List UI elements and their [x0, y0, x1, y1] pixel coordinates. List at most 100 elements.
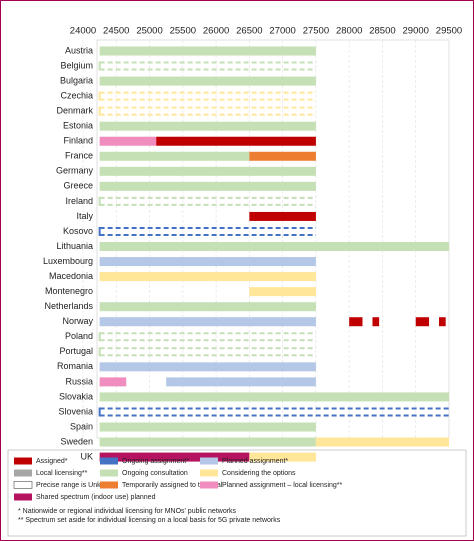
range-bar	[156, 136, 316, 146]
range-bar	[99, 452, 250, 462]
country-label: Estonia	[63, 121, 93, 131]
legend-frame	[7, 449, 467, 537]
range-bar	[99, 422, 316, 432]
unknown-range	[98, 226, 316, 236]
unknown-range-part	[98, 332, 101, 342]
country-label: Ireland	[65, 196, 93, 206]
unknown-range-part	[98, 106, 101, 116]
unknown-range-part	[98, 347, 101, 357]
range-bar	[99, 121, 316, 131]
unknown-range	[98, 332, 316, 342]
country-label: Belgium	[60, 60, 93, 70]
range-bar	[439, 317, 446, 327]
range-bar	[166, 377, 316, 387]
country-label: Montenegro	[45, 286, 93, 296]
range-bar	[99, 302, 316, 312]
legend-label: Shared spectrum (indoor use) planned	[36, 494, 156, 501]
range-bar	[99, 362, 316, 372]
range-bar	[315, 437, 449, 447]
legend-label: Considering the options	[222, 470, 296, 477]
x-tick-label: 24500	[103, 26, 129, 37]
unknown-range-part	[98, 91, 101, 101]
range-bar	[99, 437, 316, 447]
footnote: ** Spectrum set aside for individual lic…	[18, 517, 281, 524]
country-label: Italy	[76, 211, 93, 221]
unknown-range	[98, 407, 449, 417]
unknown-range-part	[98, 407, 101, 417]
country-label: Slovenia	[58, 406, 93, 416]
range-bar	[99, 242, 450, 252]
x-tick-label: 24000	[70, 26, 96, 37]
country-label: Germany	[56, 166, 94, 176]
legend-swatch	[14, 493, 32, 501]
country-label: Romania	[57, 361, 93, 371]
country-label: Lithuania	[56, 241, 93, 251]
unknown-range	[98, 61, 316, 71]
country-label: Greece	[63, 181, 93, 191]
range-bar	[99, 181, 316, 191]
legend-label: Planned assignment – local licensing**	[222, 482, 343, 489]
country-label: Russia	[65, 376, 93, 386]
legend-swatch	[200, 481, 218, 489]
x-tick-label: 26000	[203, 26, 229, 37]
country-label: Czechia	[60, 90, 93, 100]
legend-swatch	[14, 457, 32, 465]
x-tick-label: 25500	[170, 26, 196, 37]
range-bar	[99, 46, 316, 56]
country-label: Spain	[70, 421, 93, 431]
x-tick-label: 28500	[369, 26, 395, 37]
legend-label: Local licensing**	[36, 470, 88, 477]
range-bar	[249, 211, 316, 221]
legend-swatch	[100, 469, 118, 477]
x-tick-label: 29000	[403, 26, 429, 37]
legend-swatch	[200, 457, 218, 465]
range-bar	[99, 317, 316, 327]
range-bar	[415, 317, 430, 327]
range-bar	[99, 392, 450, 402]
legend-label: Precise range is Unknown	[36, 482, 117, 489]
country-label: Bulgaria	[60, 75, 93, 85]
legend-swatch	[100, 457, 118, 465]
unknown-range-part	[98, 61, 101, 71]
range-bar	[99, 377, 127, 387]
range-bar	[99, 76, 316, 86]
country-label: Sweden	[60, 436, 93, 446]
country-label: Denmark	[56, 106, 93, 116]
legend-label: Ongoing assignment*	[122, 458, 189, 465]
legend-swatch	[200, 469, 218, 477]
country-label: Poland	[65, 331, 93, 341]
legend-label: Temporarily assigned to test/trial	[122, 482, 223, 489]
country-label: UK	[80, 451, 93, 461]
country-label: Kosovo	[63, 226, 93, 236]
x-tick-label: 29500	[436, 26, 462, 37]
x-tick-label: 27500	[303, 26, 329, 37]
footnote: * Nationwide or regional individual lice…	[18, 508, 237, 515]
range-bar	[99, 272, 316, 282]
unknown-range-part	[98, 196, 101, 206]
x-tick-label: 27000	[269, 26, 295, 37]
legend-swatch	[100, 481, 118, 489]
x-tick-label: 25000	[136, 26, 162, 37]
range-bar	[99, 166, 316, 176]
legend-swatch	[14, 469, 32, 477]
country-label: Macedonia	[49, 271, 93, 281]
legend-swatch	[13, 481, 33, 489]
range-bar	[249, 452, 316, 462]
country-label: Luxembourg	[43, 256, 93, 266]
unknown-range	[98, 347, 316, 357]
legend-label: Assigned*	[36, 458, 68, 465]
unknown-range	[98, 91, 316, 101]
country-label: Portugal	[59, 346, 93, 356]
country-label: Austria	[65, 45, 93, 55]
country-label: Finland	[63, 136, 93, 146]
legend-label: Ongoing consultation	[122, 470, 188, 477]
country-label: Slovakia	[59, 391, 93, 401]
legend-label: Planned assignment*	[222, 458, 288, 465]
range-bar	[99, 151, 250, 161]
unknown-range-part	[98, 226, 101, 236]
x-tick-label: 26500	[236, 26, 262, 37]
country-label: Netherlands	[44, 301, 93, 311]
range-bar	[372, 317, 380, 327]
